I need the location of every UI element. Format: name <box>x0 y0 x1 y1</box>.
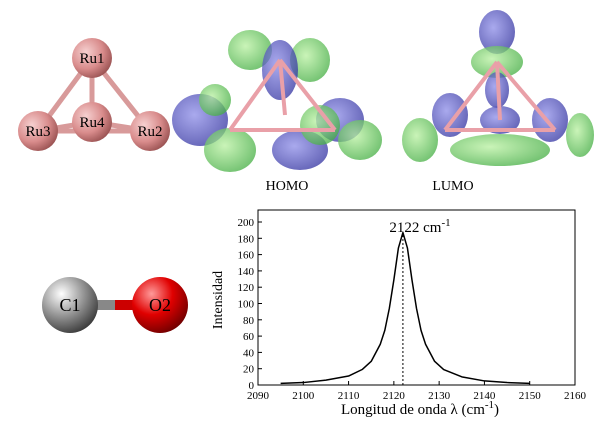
x-tick-label: 2090 <box>247 390 270 402</box>
x-tick-label: 2120 <box>383 390 406 402</box>
y-tick-label: 180 <box>238 233 255 245</box>
y-tick-label: 60 <box>243 331 255 343</box>
spectrum-chart: 2122 cm-1 Longitud de onda λ (cm -1) Inte… <box>211 210 587 418</box>
atom-label: C1 <box>59 295 80 315</box>
atom-label: Ru1 <box>79 51 104 67</box>
plot-frame <box>258 210 575 385</box>
y-tick-label: 40 <box>243 347 255 359</box>
peak-annotation: 2122 cm-1 <box>389 217 450 236</box>
orbital-label: LUMO <box>432 179 473 194</box>
annotation-text: 2122 cm <box>389 220 441 236</box>
x-tick-label: 2130 <box>428 390 451 402</box>
y-tick-label: 200 <box>238 217 255 229</box>
figure: Ru1 Ru2 Ru3 Ru4 HOMO LUMO C1 O2 2122 cm-… <box>0 0 596 421</box>
x-tick-label: 2150 <box>519 390 542 402</box>
x-tick-label: 2110 <box>338 390 360 402</box>
co-molecule: C1 O2 <box>42 277 188 333</box>
y-tick-label: 80 <box>243 315 255 327</box>
atom-label: Ru3 <box>25 124 50 140</box>
x-tick-label: 2140 <box>473 390 496 402</box>
y-tick-label: 100 <box>238 299 255 311</box>
y-tick-label: 20 <box>243 364 255 376</box>
atom-label: O2 <box>149 295 171 315</box>
y-tick-label: 140 <box>238 266 255 278</box>
x-label-suffix: ) <box>494 402 499 418</box>
atom-label: Ru4 <box>79 115 105 131</box>
x-label-text: Longitud de onda λ (cm <box>341 402 485 418</box>
annotation-superscript: -1 <box>441 217 450 229</box>
y-tick-label: 120 <box>238 282 255 294</box>
x-tick-label: 2160 <box>564 390 587 402</box>
y-axis-label: Intensidad <box>211 271 226 329</box>
spectrum-line <box>281 233 530 384</box>
y-tick-label: 160 <box>238 250 255 262</box>
lumo-orbital <box>402 10 594 166</box>
atom-label: Ru2 <box>137 124 162 140</box>
homo-orbital <box>172 30 382 172</box>
orbital-label: HOMO <box>266 179 309 194</box>
x-tick-label: 2100 <box>292 390 315 402</box>
